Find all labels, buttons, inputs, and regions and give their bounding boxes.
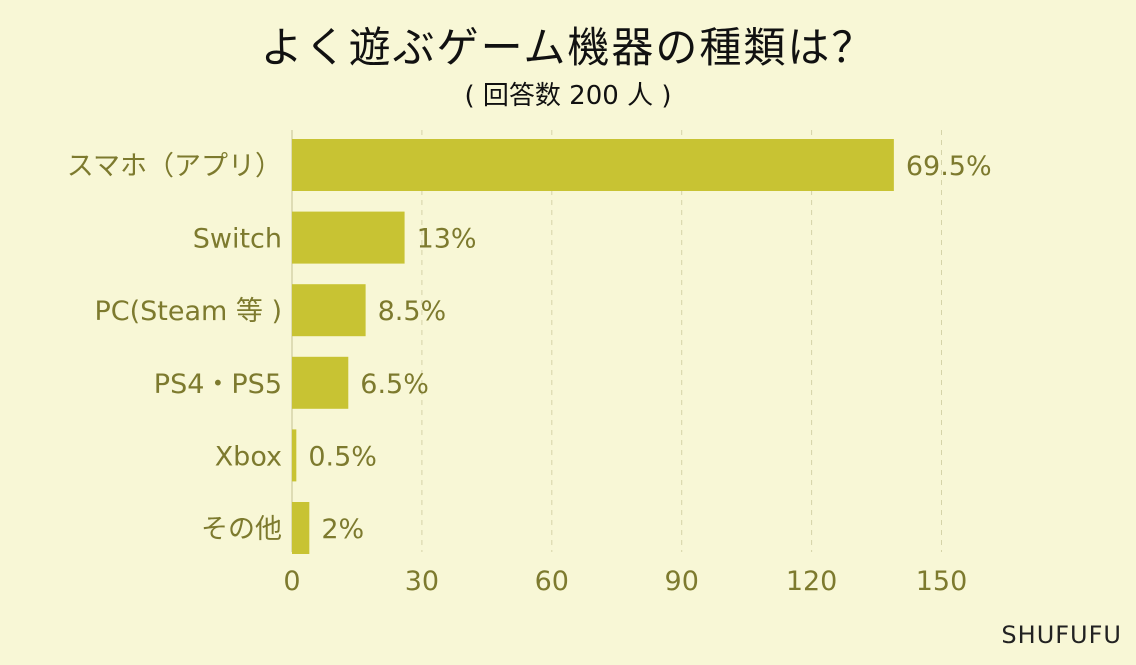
chart-title: よく遊ぶゲーム機器の種類は？	[260, 23, 876, 72]
chart-subtitle: ( 回答数 200 人 )	[464, 81, 672, 111]
data-label: 2%	[321, 514, 364, 545]
data-label: 0.5%	[308, 441, 377, 472]
category-label: PS4・PS5	[154, 369, 282, 400]
data-label: 13%	[417, 224, 477, 255]
data-label: 69.5%	[906, 151, 992, 182]
category-label: その他	[201, 514, 282, 545]
bar	[292, 139, 894, 191]
category-label: Xbox	[215, 441, 282, 472]
category-label: Switch	[193, 224, 282, 255]
source-credit: SHUFUFU	[1001, 621, 1122, 649]
x-tick-label: 30	[405, 566, 439, 597]
data-label: 6.5%	[360, 369, 429, 400]
category-label: PC(Steam 等 )	[94, 296, 282, 327]
data-label: 8.5%	[378, 296, 447, 327]
x-tick-label: 0	[283, 566, 300, 597]
x-tick-label: 60	[535, 566, 569, 597]
x-tick-label: 90	[665, 566, 699, 597]
category-label: スマホ（アプリ）	[67, 151, 282, 182]
x-tick-label: 150	[916, 566, 968, 597]
bar	[292, 356, 349, 409]
bar	[292, 502, 310, 554]
bar	[292, 284, 366, 337]
x-tick-label: 120	[786, 566, 838, 597]
bar	[292, 429, 297, 482]
bar	[292, 211, 405, 264]
